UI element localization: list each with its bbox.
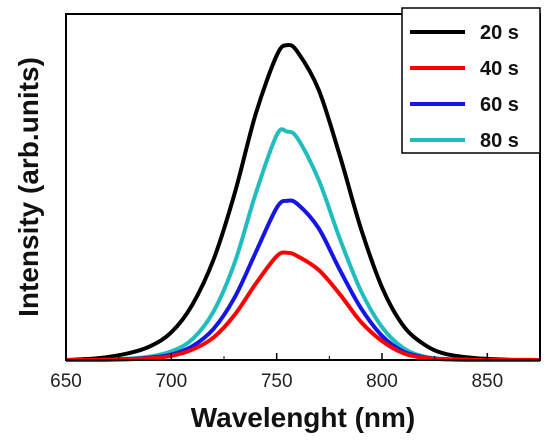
x-tick-label: 800 bbox=[366, 371, 398, 392]
legend-box bbox=[401, 7, 541, 154]
legend-label: 40 s bbox=[480, 58, 519, 80]
x-ticks: 650 700 750 800 850 bbox=[50, 353, 503, 392]
series-line-80s bbox=[66, 127, 540, 362]
series-line-60s bbox=[66, 198, 540, 362]
legend-label: 20 s bbox=[480, 22, 519, 44]
legend: 20 s 40 s 60 s 80 s bbox=[401, 7, 541, 154]
legend-label: 60 s bbox=[480, 94, 519, 116]
series-line-20s bbox=[65, 42, 541, 362]
x-tick-label: 850 bbox=[471, 371, 503, 392]
x-axis-title: Wavelenght (nm) bbox=[191, 402, 416, 433]
x-tick-label: 700 bbox=[155, 371, 187, 392]
series-line-40s bbox=[66, 250, 540, 362]
x-tick-label: 750 bbox=[261, 371, 293, 392]
plot-frame bbox=[65, 13, 541, 361]
y-axis-title: Intensity (arb.units) bbox=[13, 57, 44, 317]
x-tick-label: 650 bbox=[50, 371, 82, 392]
legend-items: 20 s 40 s 60 s 80 s bbox=[410, 22, 519, 152]
legend-label: 80 s bbox=[480, 130, 519, 152]
plot-lines bbox=[65, 42, 541, 362]
